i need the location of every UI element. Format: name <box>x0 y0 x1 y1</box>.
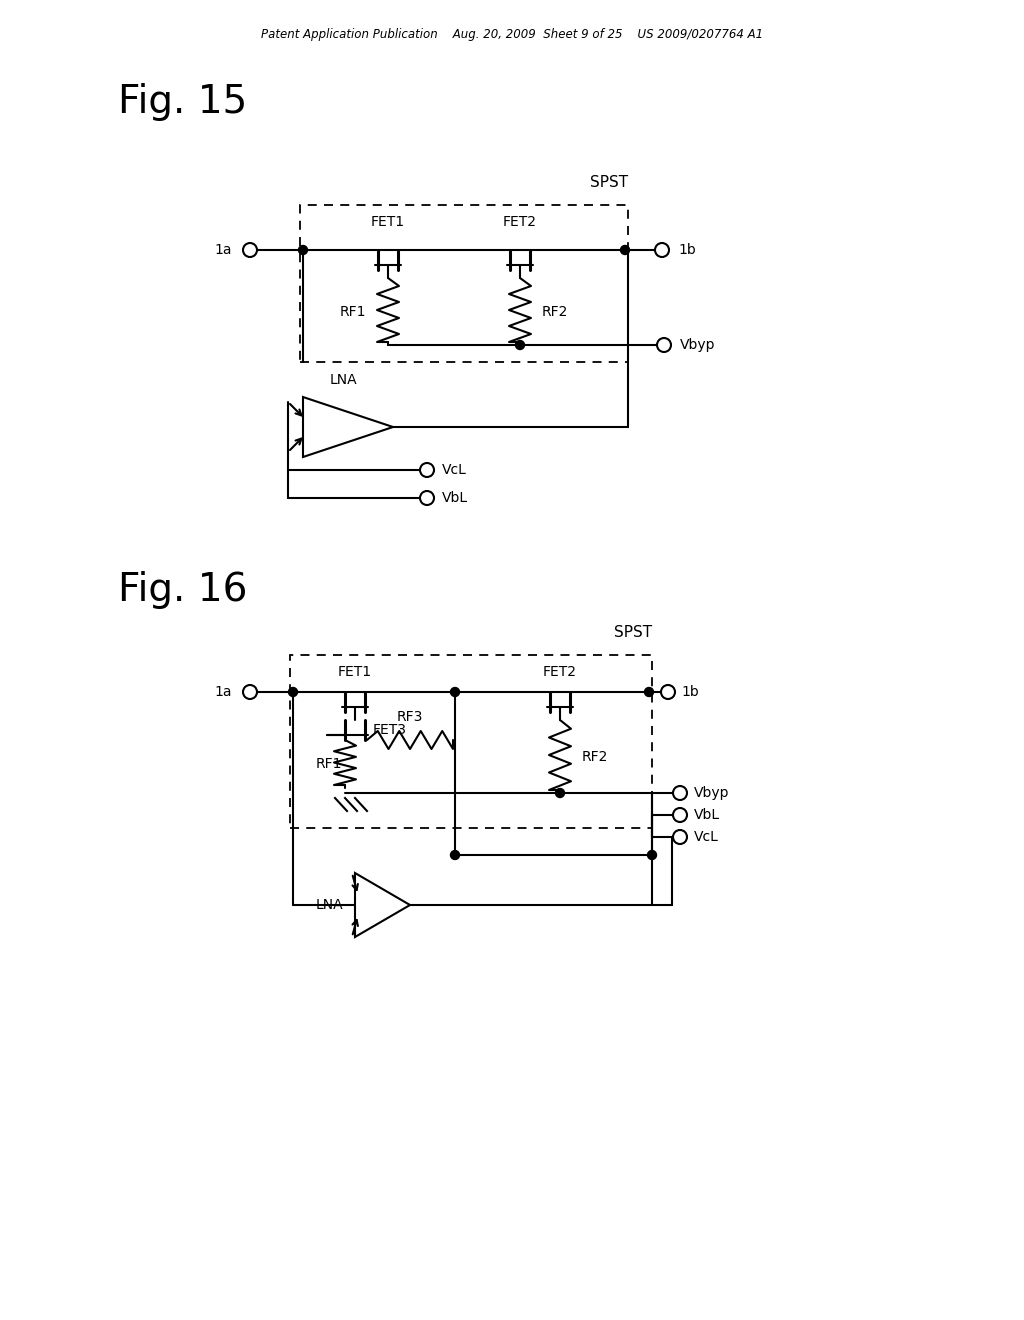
Text: VbL: VbL <box>442 491 468 506</box>
Text: SPST: SPST <box>590 176 628 190</box>
Circle shape <box>515 341 524 350</box>
Circle shape <box>299 246 307 255</box>
Bar <box>300 205 628 362</box>
Text: Vbyp: Vbyp <box>680 338 716 352</box>
Circle shape <box>451 688 460 697</box>
Circle shape <box>289 688 298 697</box>
Circle shape <box>644 688 653 697</box>
Text: Vbyp: Vbyp <box>694 785 729 800</box>
Text: Patent Application Publication    Aug. 20, 2009  Sheet 9 of 25    US 2009/020776: Patent Application Publication Aug. 20, … <box>261 28 763 41</box>
Text: RF1: RF1 <box>315 756 342 771</box>
Text: RF3: RF3 <box>397 710 423 723</box>
Text: Fig. 16: Fig. 16 <box>118 572 248 609</box>
Text: 1b: 1b <box>681 685 698 700</box>
Circle shape <box>621 246 630 255</box>
Text: RF1: RF1 <box>340 305 366 319</box>
Text: FET1: FET1 <box>338 665 372 678</box>
Circle shape <box>647 850 656 859</box>
Text: VcL: VcL <box>694 830 719 843</box>
Text: FET3: FET3 <box>373 723 407 737</box>
Text: FET2: FET2 <box>503 215 537 228</box>
Circle shape <box>555 788 564 797</box>
Text: RF2: RF2 <box>542 305 568 319</box>
Text: Fig. 15: Fig. 15 <box>118 83 247 121</box>
Text: FET1: FET1 <box>371 215 406 228</box>
Text: VbL: VbL <box>694 808 720 822</box>
Text: 1a: 1a <box>214 243 232 257</box>
Circle shape <box>451 850 460 859</box>
Text: RF2: RF2 <box>582 750 608 764</box>
Text: SPST: SPST <box>613 624 652 640</box>
Text: VcL: VcL <box>442 463 467 477</box>
Text: 1a: 1a <box>214 685 232 700</box>
Text: LNA: LNA <box>315 898 343 912</box>
Bar <box>290 655 652 828</box>
Text: FET2: FET2 <box>543 665 577 678</box>
Text: 1b: 1b <box>678 243 695 257</box>
Text: LNA: LNA <box>329 374 356 387</box>
